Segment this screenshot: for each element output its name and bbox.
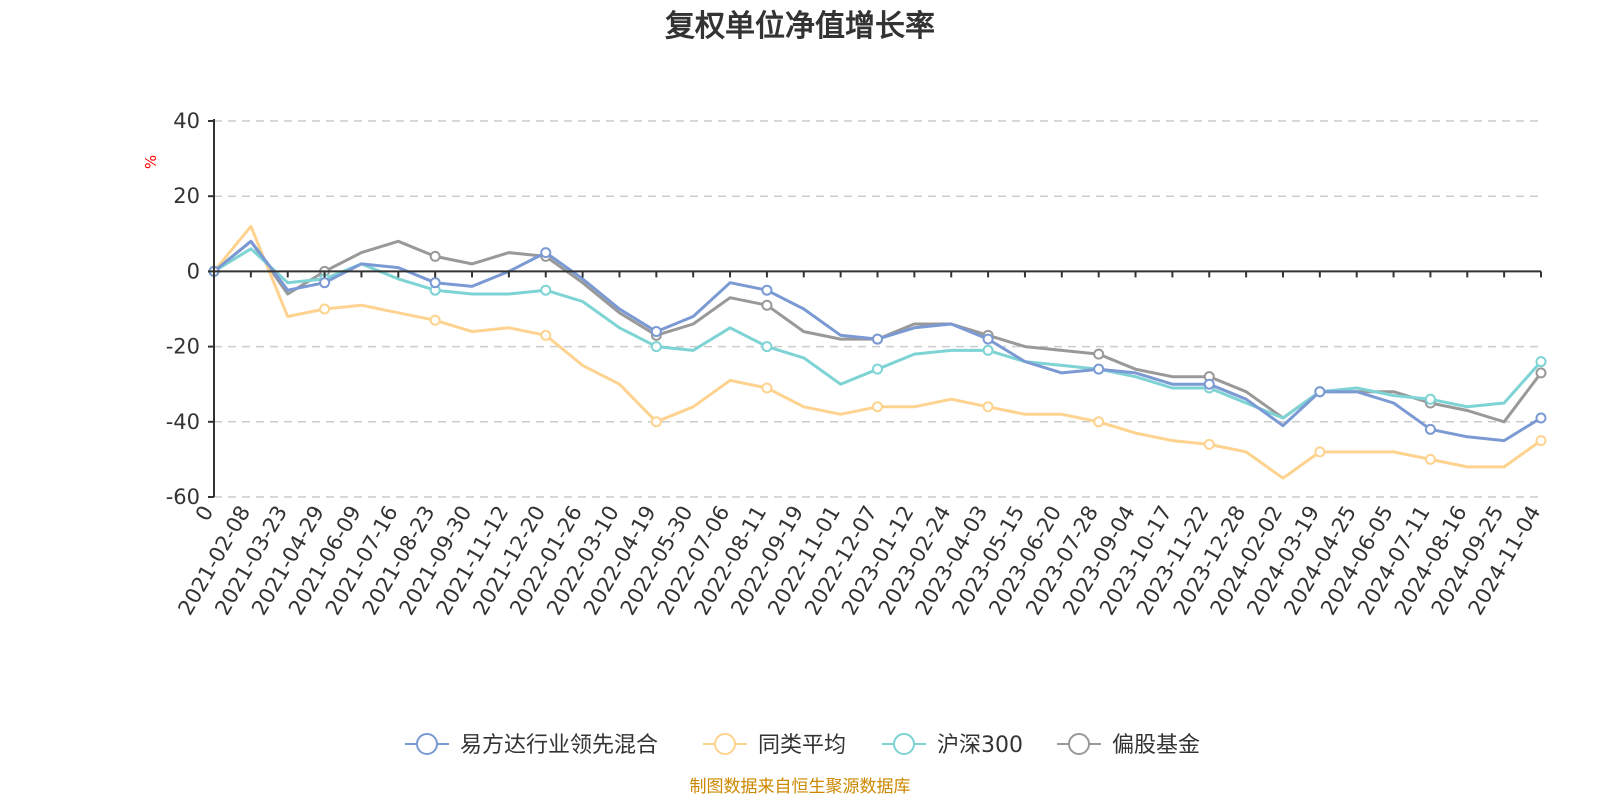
y-tick-label: -40: [166, 410, 200, 434]
data-point: [761, 299, 773, 311]
data-point: [872, 333, 883, 345]
data-point: [872, 363, 883, 375]
legend-circle-icon: [893, 733, 915, 755]
legend-item-0[interactable]: 易方达行业领先混合: [405, 733, 658, 758]
x-tick-labels: 02021-02-082021-03-232021-04-292021-06-0…: [173, 501, 1545, 619]
data-point: [1535, 412, 1547, 424]
legend-label: 同类平均: [758, 733, 846, 758]
y-tick-label: 40: [173, 109, 200, 133]
series-3: [208, 239, 1547, 424]
series-line: [212, 239, 1543, 424]
y-tick-label: -20: [166, 335, 200, 359]
legend-circle-icon: [416, 733, 438, 755]
data-point: [1424, 423, 1436, 435]
chart-title: 复权单位净值增长率: [665, 9, 935, 44]
data-point: [650, 326, 662, 338]
y-tick-label: 0: [187, 259, 200, 283]
legend[interactable]: 易方达行业领先混合 同类平均 沪深300 偏股基金: [405, 733, 1200, 758]
data-point: [982, 401, 994, 413]
data-point: [1093, 363, 1105, 375]
series-layer: [208, 224, 1547, 480]
series-1: [208, 224, 1547, 480]
y-tick-labels: -60 -40 -20 0 20 40: [166, 109, 214, 509]
data-point: [761, 341, 773, 353]
y-tick-label: 20: [173, 184, 200, 208]
data-point: [650, 341, 662, 353]
data-point: [540, 329, 552, 341]
data-point: [1203, 378, 1215, 390]
legend-label: 易方达行业领先混合: [460, 733, 658, 758]
data-point: [761, 382, 773, 394]
y-axis-unit-label: %: [142, 155, 160, 169]
data-point: [1424, 393, 1436, 405]
axis-layer: [213, 119, 1542, 497]
data-point: [1093, 348, 1105, 360]
data-point: [761, 284, 773, 296]
data-point: [1424, 453, 1436, 465]
data-point: [982, 344, 994, 356]
legend-item-3[interactable]: 偏股基金: [1057, 733, 1200, 758]
legend-label: 偏股基金: [1112, 733, 1200, 758]
data-point: [429, 314, 441, 326]
data-point: [1203, 438, 1215, 450]
y-tick-label: -60: [166, 485, 200, 509]
data-point: [1314, 386, 1326, 398]
data-source-note: 制图数据来自恒生聚源数据库: [690, 777, 911, 797]
data-point: [540, 284, 552, 296]
data-point: [1535, 367, 1547, 379]
data-point: [319, 303, 331, 315]
data-point: [650, 416, 662, 428]
legend-circle-icon: [714, 733, 736, 755]
legend-label: 沪深300: [937, 733, 1023, 758]
data-point: [1535, 356, 1547, 368]
data-point: [429, 250, 441, 262]
data-point: [1093, 416, 1105, 428]
data-point: [540, 247, 552, 259]
legend-item-1[interactable]: 同类平均: [703, 733, 846, 758]
data-point: [1535, 435, 1547, 447]
legend-item-2[interactable]: 沪深300: [882, 733, 1023, 758]
data-point: [872, 401, 883, 413]
grid-layer: [214, 120, 1541, 498]
series-line: [212, 224, 1543, 480]
x-tick-label: 0: [191, 502, 218, 526]
data-point: [429, 277, 441, 289]
data-point: [982, 333, 994, 345]
legend-circle-icon: [1068, 733, 1090, 755]
data-point: [319, 277, 331, 289]
data-point: [1314, 446, 1326, 458]
